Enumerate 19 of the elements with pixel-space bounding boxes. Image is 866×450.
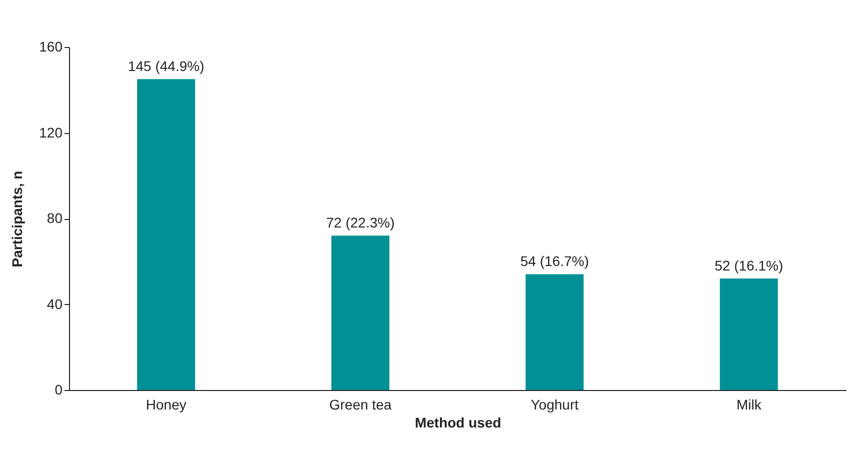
data-label: 54 (16.7%) xyxy=(520,253,589,270)
y-axis-title: Participants, n xyxy=(9,170,26,268)
y-tick-label: 120 xyxy=(39,124,63,140)
bar xyxy=(720,278,778,390)
bar xyxy=(526,274,584,390)
data-label: 52 (16.1%) xyxy=(714,258,784,274)
x-tick-label: Milk xyxy=(736,396,762,412)
x-tick-label: Yoghurt xyxy=(530,396,579,412)
x-axis-title: Method used xyxy=(414,414,502,430)
x-tick-label: Honey xyxy=(146,396,186,412)
data-label: 145 (44.9%) xyxy=(128,58,204,74)
x-tick-label: Green tea xyxy=(329,396,392,412)
data-label: 72 (22.3%) xyxy=(326,214,395,231)
bar xyxy=(331,236,390,390)
y-tick-label: 80 xyxy=(46,210,63,226)
y-tick-label: 0 xyxy=(54,382,63,398)
y-tick-label: 40 xyxy=(46,296,63,312)
y-tick-label: 160 xyxy=(39,38,63,54)
bar xyxy=(137,79,196,390)
